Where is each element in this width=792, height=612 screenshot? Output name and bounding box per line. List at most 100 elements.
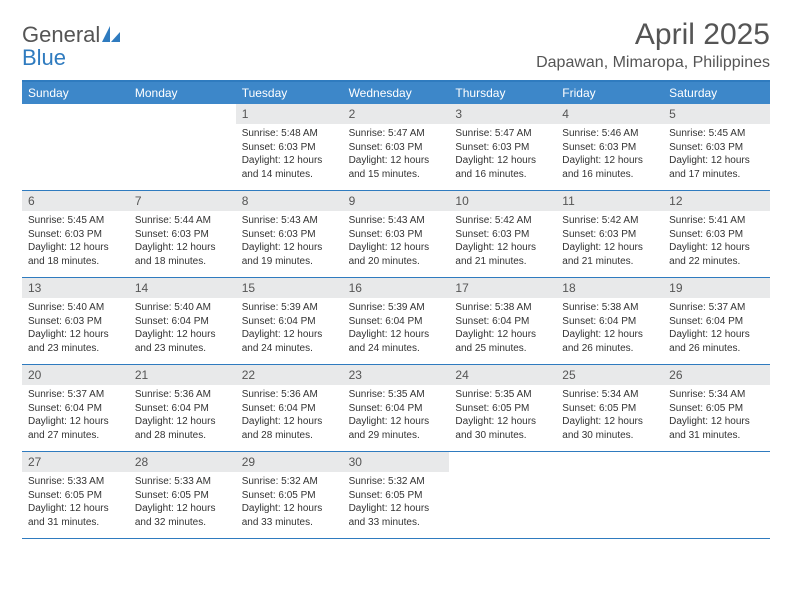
day-details: Sunrise: 5:35 AMSunset: 6:04 PMDaylight:…	[343, 385, 450, 448]
daylight-text: Daylight: 12 hours	[455, 241, 550, 255]
sunset-text: Sunset: 6:03 PM	[669, 228, 764, 242]
day-cell	[22, 104, 129, 190]
daylight-text: Daylight: 12 hours	[562, 154, 657, 168]
day-number: 28	[129, 452, 236, 472]
week-row: 27Sunrise: 5:33 AMSunset: 6:05 PMDayligh…	[22, 452, 770, 539]
daylight-text: and 16 minutes.	[455, 168, 550, 182]
day-details: Sunrise: 5:34 AMSunset: 6:05 PMDaylight:…	[663, 385, 770, 448]
page-header: General Blue April 2025 Dapawan, Mimarop…	[22, 18, 770, 72]
day-details: Sunrise: 5:35 AMSunset: 6:05 PMDaylight:…	[449, 385, 556, 448]
day-header: Monday	[129, 82, 236, 104]
day-cell: 15Sunrise: 5:39 AMSunset: 6:04 PMDayligh…	[236, 278, 343, 364]
day-cell	[129, 104, 236, 190]
daylight-text: and 23 minutes.	[28, 342, 123, 356]
day-cell: 27Sunrise: 5:33 AMSunset: 6:05 PMDayligh…	[22, 452, 129, 538]
sunset-text: Sunset: 6:03 PM	[242, 141, 337, 155]
sunrise-text: Sunrise: 5:33 AM	[135, 475, 230, 489]
sunset-text: Sunset: 6:03 PM	[349, 141, 444, 155]
day-cell: 5Sunrise: 5:45 AMSunset: 6:03 PMDaylight…	[663, 104, 770, 190]
day-number: 15	[236, 278, 343, 298]
day-number: 18	[556, 278, 663, 298]
sunrise-text: Sunrise: 5:32 AM	[349, 475, 444, 489]
sunrise-text: Sunrise: 5:46 AM	[562, 127, 657, 141]
week-row: 20Sunrise: 5:37 AMSunset: 6:04 PMDayligh…	[22, 365, 770, 452]
day-number: 6	[22, 191, 129, 211]
daylight-text: and 30 minutes.	[562, 429, 657, 443]
day-header: Thursday	[449, 82, 556, 104]
day-number: 20	[22, 365, 129, 385]
day-cell: 12Sunrise: 5:41 AMSunset: 6:03 PMDayligh…	[663, 191, 770, 277]
sunrise-text: Sunrise: 5:38 AM	[455, 301, 550, 315]
daylight-text: Daylight: 12 hours	[455, 415, 550, 429]
week-row: 1Sunrise: 5:48 AMSunset: 6:03 PMDaylight…	[22, 104, 770, 191]
daylight-text: and 24 minutes.	[349, 342, 444, 356]
day-cell: 2Sunrise: 5:47 AMSunset: 6:03 PMDaylight…	[343, 104, 450, 190]
sunrise-text: Sunrise: 5:37 AM	[669, 301, 764, 315]
daylight-text: and 16 minutes.	[562, 168, 657, 182]
sunrise-text: Sunrise: 5:45 AM	[669, 127, 764, 141]
week-row: 6Sunrise: 5:45 AMSunset: 6:03 PMDaylight…	[22, 191, 770, 278]
sunrise-text: Sunrise: 5:42 AM	[562, 214, 657, 228]
daylight-text: and 14 minutes.	[242, 168, 337, 182]
day-details: Sunrise: 5:33 AMSunset: 6:05 PMDaylight:…	[22, 472, 129, 535]
logo-text-blue: Blue	[22, 45, 66, 70]
sunrise-text: Sunrise: 5:42 AM	[455, 214, 550, 228]
sunset-text: Sunset: 6:03 PM	[562, 228, 657, 242]
sunset-text: Sunset: 6:03 PM	[242, 228, 337, 242]
sunset-text: Sunset: 6:05 PM	[669, 402, 764, 416]
daylight-text: Daylight: 12 hours	[135, 415, 230, 429]
sunset-text: Sunset: 6:05 PM	[349, 489, 444, 503]
daylight-text: Daylight: 12 hours	[28, 328, 123, 342]
daylight-text: Daylight: 12 hours	[349, 502, 444, 516]
day-details: Sunrise: 5:46 AMSunset: 6:03 PMDaylight:…	[556, 124, 663, 187]
sunrise-text: Sunrise: 5:43 AM	[242, 214, 337, 228]
day-details: Sunrise: 5:45 AMSunset: 6:03 PMDaylight:…	[663, 124, 770, 187]
calendar-page: General Blue April 2025 Dapawan, Mimarop…	[0, 0, 792, 557]
sunset-text: Sunset: 6:03 PM	[455, 141, 550, 155]
daylight-text: and 33 minutes.	[242, 516, 337, 530]
day-header-row: Sunday Monday Tuesday Wednesday Thursday…	[22, 82, 770, 104]
sunrise-text: Sunrise: 5:32 AM	[242, 475, 337, 489]
sunset-text: Sunset: 6:05 PM	[135, 489, 230, 503]
day-cell: 7Sunrise: 5:44 AMSunset: 6:03 PMDaylight…	[129, 191, 236, 277]
day-number: 11	[556, 191, 663, 211]
daylight-text: and 17 minutes.	[669, 168, 764, 182]
day-number: 14	[129, 278, 236, 298]
day-cell: 17Sunrise: 5:38 AMSunset: 6:04 PMDayligh…	[449, 278, 556, 364]
daylight-text: Daylight: 12 hours	[242, 241, 337, 255]
calendar-table: Sunday Monday Tuesday Wednesday Thursday…	[22, 80, 770, 539]
day-details: Sunrise: 5:39 AMSunset: 6:04 PMDaylight:…	[343, 298, 450, 361]
day-cell: 30Sunrise: 5:32 AMSunset: 6:05 PMDayligh…	[343, 452, 450, 538]
daylight-text: Daylight: 12 hours	[242, 502, 337, 516]
day-details: Sunrise: 5:47 AMSunset: 6:03 PMDaylight:…	[343, 124, 450, 187]
daylight-text: Daylight: 12 hours	[28, 241, 123, 255]
daylight-text: and 18 minutes.	[135, 255, 230, 269]
day-details: Sunrise: 5:42 AMSunset: 6:03 PMDaylight:…	[556, 211, 663, 274]
day-details: Sunrise: 5:41 AMSunset: 6:03 PMDaylight:…	[663, 211, 770, 274]
sunrise-text: Sunrise: 5:36 AM	[135, 388, 230, 402]
sunset-text: Sunset: 6:05 PM	[455, 402, 550, 416]
daylight-text: and 25 minutes.	[455, 342, 550, 356]
sunrise-text: Sunrise: 5:37 AM	[28, 388, 123, 402]
daylight-text: and 29 minutes.	[349, 429, 444, 443]
sunrise-text: Sunrise: 5:47 AM	[349, 127, 444, 141]
sunrise-text: Sunrise: 5:35 AM	[455, 388, 550, 402]
daylight-text: and 26 minutes.	[669, 342, 764, 356]
day-details: Sunrise: 5:37 AMSunset: 6:04 PMDaylight:…	[22, 385, 129, 448]
day-cell: 1Sunrise: 5:48 AMSunset: 6:03 PMDaylight…	[236, 104, 343, 190]
day-number: 19	[663, 278, 770, 298]
day-number: 16	[343, 278, 450, 298]
day-details: Sunrise: 5:40 AMSunset: 6:03 PMDaylight:…	[22, 298, 129, 361]
day-cell: 10Sunrise: 5:42 AMSunset: 6:03 PMDayligh…	[449, 191, 556, 277]
daylight-text: and 22 minutes.	[669, 255, 764, 269]
day-number: 7	[129, 191, 236, 211]
day-cell	[449, 452, 556, 538]
day-number: 21	[129, 365, 236, 385]
day-details: Sunrise: 5:32 AMSunset: 6:05 PMDaylight:…	[343, 472, 450, 535]
month-title: April 2025	[536, 18, 770, 52]
sunset-text: Sunset: 6:04 PM	[242, 402, 337, 416]
sunrise-text: Sunrise: 5:34 AM	[669, 388, 764, 402]
sunrise-text: Sunrise: 5:43 AM	[349, 214, 444, 228]
daylight-text: Daylight: 12 hours	[669, 154, 764, 168]
daylight-text: Daylight: 12 hours	[349, 241, 444, 255]
